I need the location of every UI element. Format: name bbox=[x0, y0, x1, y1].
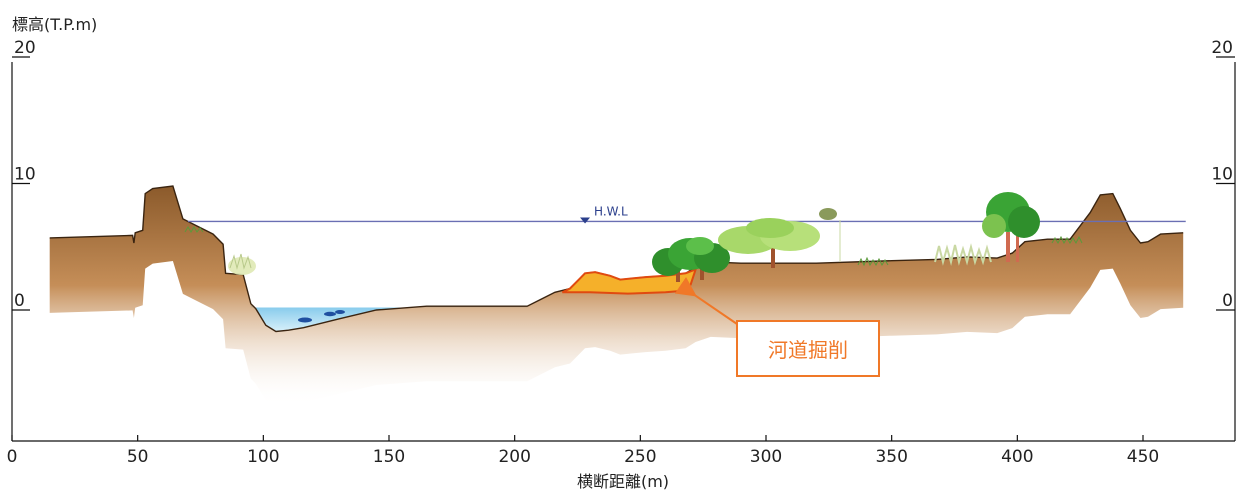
river-water bbox=[250, 303, 528, 332]
tree-icon bbox=[652, 237, 730, 282]
fish-icon bbox=[324, 311, 336, 317]
x-tick-label: 350 bbox=[875, 447, 907, 467]
y-axis-left-ticks: 20 10 0 bbox=[12, 38, 36, 311]
water-body bbox=[250, 303, 528, 332]
x-tick-label: 400 bbox=[1001, 447, 1033, 467]
x-tick-label: 50 bbox=[127, 447, 149, 467]
x-axis-ticks: 0 50 100 150 200 250 300 350 400 450 bbox=[7, 435, 1159, 467]
reeds-icon bbox=[934, 243, 992, 266]
y-tick-label: 20 bbox=[1211, 38, 1233, 58]
x-tick-label: 0 bbox=[7, 447, 18, 467]
shrub-icon bbox=[228, 253, 256, 275]
hwl-label: H.W.L bbox=[594, 204, 628, 218]
grass-icon bbox=[857, 256, 889, 267]
annotation-label: 河道掘削 bbox=[768, 338, 848, 362]
y-tick-label: 10 bbox=[14, 165, 36, 185]
tree-icon bbox=[718, 218, 820, 268]
fish-group bbox=[298, 310, 345, 323]
y-tick-label: 0 bbox=[14, 291, 25, 311]
y-tick-label: 20 bbox=[14, 38, 36, 58]
x-tick-label: 200 bbox=[498, 447, 530, 467]
x-tick-label: 150 bbox=[373, 447, 405, 467]
x-tick-label: 450 bbox=[1127, 447, 1159, 467]
bush-icon bbox=[819, 208, 841, 262]
annotation-box bbox=[736, 320, 880, 377]
y-axis-right-ticks: 20 10 0 bbox=[1211, 38, 1235, 311]
x-tick-label: 300 bbox=[750, 447, 782, 467]
y-tick-label: 10 bbox=[1211, 165, 1233, 185]
hwl-marker-icon bbox=[580, 217, 591, 224]
vegetation bbox=[184, 192, 1083, 282]
x-axis-title: 横断距離(m) bbox=[577, 472, 669, 491]
grass-icon bbox=[184, 226, 204, 233]
soil-body bbox=[49, 186, 1184, 407]
tree-icon bbox=[982, 192, 1040, 262]
annotation-arrow bbox=[674, 277, 738, 325]
grass-icon bbox=[1051, 235, 1083, 245]
y-tick-label: 0 bbox=[1222, 291, 1233, 311]
x-tick-label: 100 bbox=[247, 447, 279, 467]
excavation-annotation: 河道掘削 bbox=[674, 277, 880, 377]
fish-icon bbox=[298, 317, 312, 323]
x-tick-label: 250 bbox=[624, 447, 656, 467]
fish-icon bbox=[335, 310, 345, 314]
y-axis-title: 標高(T.P.m) bbox=[12, 15, 97, 34]
